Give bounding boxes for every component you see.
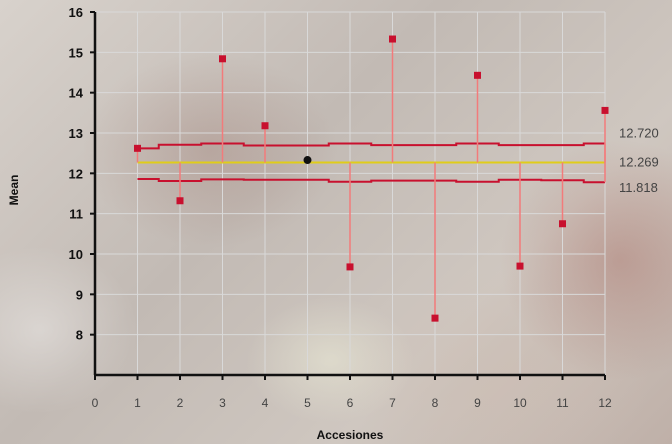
y-tick-label: 10 [69, 247, 83, 262]
data-point [431, 314, 439, 322]
x-tick-label: 5 [304, 396, 311, 410]
data-point [346, 263, 354, 271]
y-tick-label: 11 [69, 207, 83, 222]
y-tick-label: 9 [76, 287, 83, 302]
data-points [134, 35, 609, 322]
data-point [176, 197, 184, 205]
data-point [261, 122, 269, 130]
x-tick-label: 12 [598, 396, 612, 410]
data-point-highlight [303, 156, 312, 165]
upper-limit-line [137, 142, 605, 150]
x-tick-label: 3 [219, 396, 226, 410]
data-point [389, 35, 396, 43]
x-tick-label: 11 [556, 396, 569, 410]
y-tick-label: 13 [69, 126, 83, 141]
reference-label: 12.720 [619, 125, 659, 140]
data-point [134, 144, 141, 152]
x-tick-label: 9 [474, 396, 481, 410]
data-point [516, 262, 524, 270]
y-tick-label: 12 [69, 166, 83, 181]
y-axis-label: Mean [7, 175, 21, 206]
stems [136, 39, 606, 319]
data-point [474, 71, 481, 79]
y-tick-label: 8 [76, 328, 83, 343]
x-tick-label: 1 [134, 396, 141, 410]
control-limits [137, 142, 606, 184]
x-axis-label: Accesiones [317, 428, 384, 442]
y-tick-label: 14 [69, 86, 84, 101]
x-tick-label: 0 [92, 396, 99, 410]
x-tick-label: 2 [177, 396, 184, 410]
y-tick-label: 16 [69, 5, 83, 20]
data-point [601, 106, 609, 114]
data-point [559, 220, 566, 228]
lower-limit-line [137, 177, 605, 184]
reference-labels: 12.720 12.269 11.818 [619, 125, 659, 195]
x-tick-label: 8 [432, 396, 439, 410]
x-tick-label: 7 [389, 396, 396, 410]
axes [90, 11, 606, 380]
x-tick-label: 4 [262, 396, 269, 410]
reference-label: 11.818 [619, 180, 658, 195]
reference-label: 12.269 [619, 154, 659, 169]
x-tick-label: 6 [347, 396, 354, 410]
data-point [219, 55, 226, 63]
x-tick-label: 10 [513, 396, 527, 410]
y-tick-label: 15 [69, 45, 83, 60]
